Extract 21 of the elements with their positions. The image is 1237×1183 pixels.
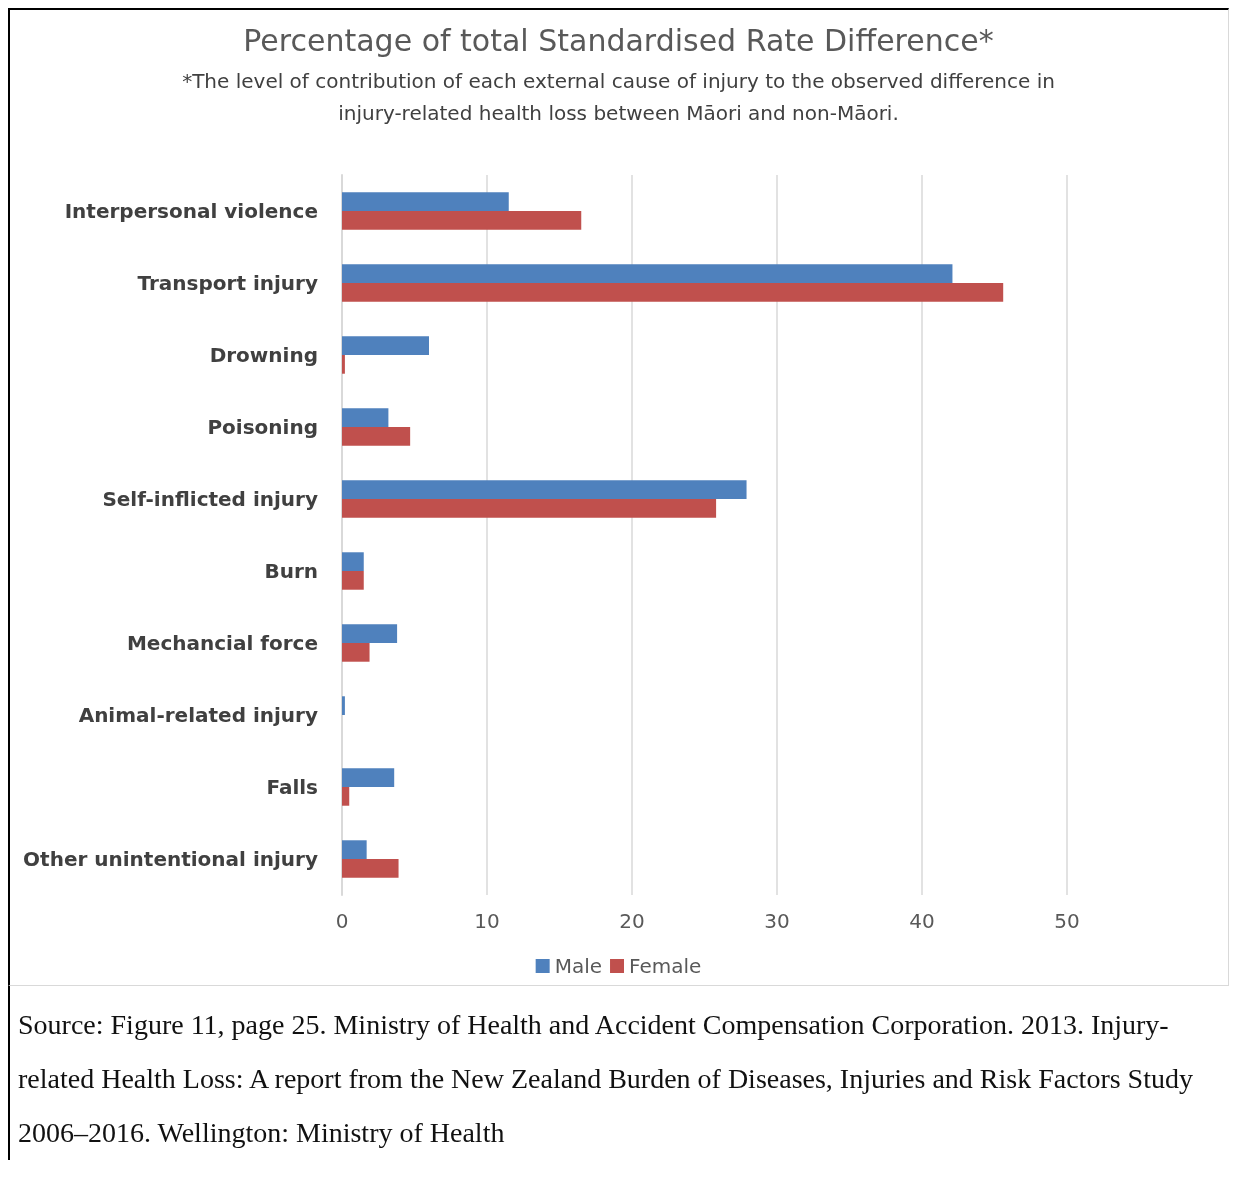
- y-tick-label: Burn: [264, 559, 318, 583]
- chart-title: Percentage of total Standardised Rate Difference*: [243, 22, 994, 58]
- x-tick-label: 10: [474, 909, 500, 933]
- y-tick-label: Self-inflicted injury: [102, 487, 318, 511]
- y-tick-label: Poisoning: [207, 415, 318, 439]
- y-tick-label: Falls: [266, 775, 318, 799]
- x-tick-label: 50: [1054, 909, 1080, 933]
- y-tick-label: Animal-related injury: [78, 703, 318, 727]
- legend-label: Female: [629, 954, 702, 978]
- x-tick-label: 0: [335, 909, 349, 933]
- chart-subtitle: *The level of contribution of each external cause of injury to the observed difference in injury-related health loss between Māori and non-Māori.: [182, 69, 1055, 125]
- y-tick-label: Drowning: [209, 343, 318, 367]
- x-tick-label: 40: [909, 909, 935, 933]
- y-tick-label: Transport injury: [137, 271, 318, 295]
- y-tick-label: Interpersonal violence: [64, 199, 318, 223]
- x-tick-label: 20: [619, 909, 645, 933]
- source-note: Source: Figure 11, page 25. Ministry of Health and Accident Compensation Corporation. 2013. Injury-related Health Loss: A report from the New Zealand Burden of Diseases, Injuries and Risk Factors Study 2006–2016. Wellington: Ministry of Health: [8, 986, 1229, 1160]
- legend-label: Male: [554, 954, 603, 978]
- y-tick-label: Mechancial force: [126, 631, 318, 655]
- x-tick-label: 30: [764, 909, 790, 933]
- y-tick-label: Other unintentional injury: [23, 847, 318, 871]
